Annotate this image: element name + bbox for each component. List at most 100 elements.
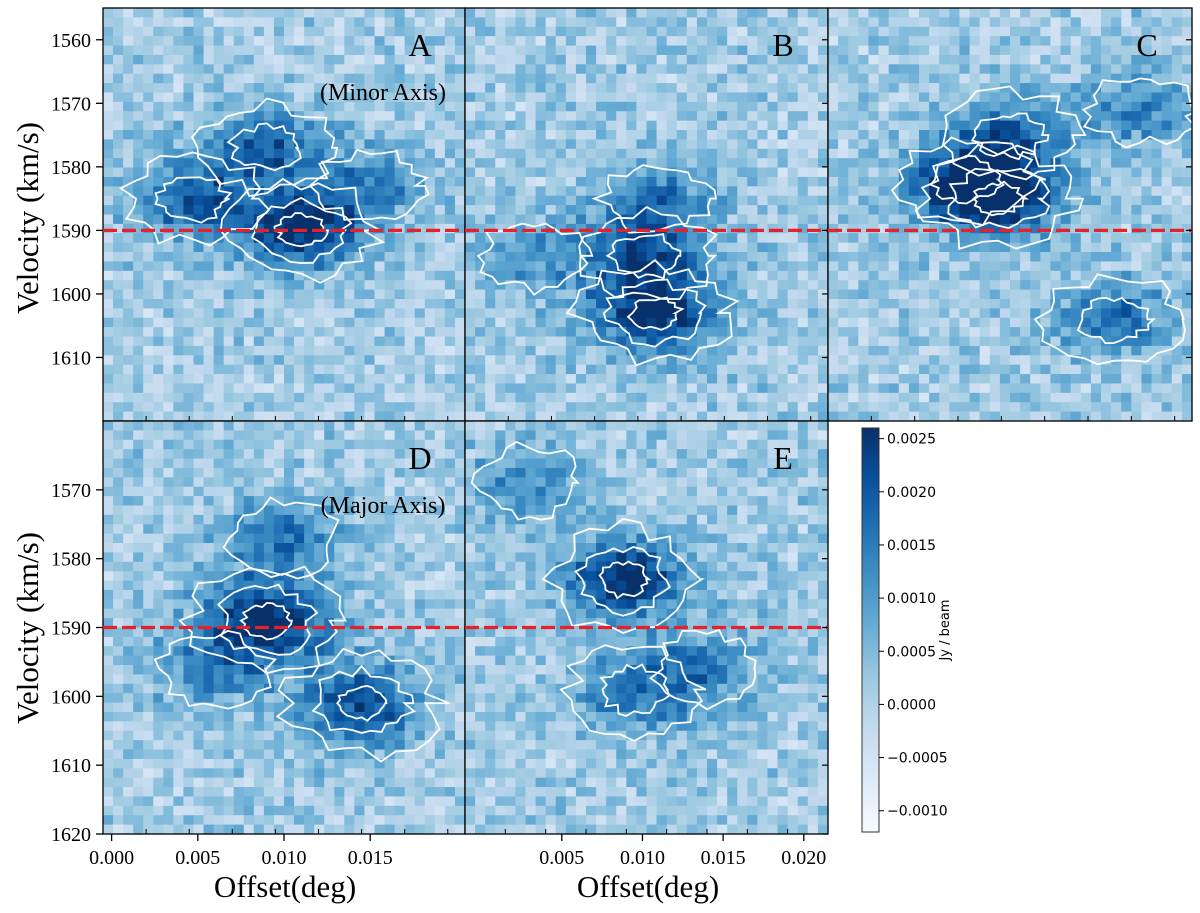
heatmap-cell — [717, 383, 728, 394]
heatmap-cell — [898, 176, 910, 187]
heatmap-cell — [929, 17, 940, 28]
heatmap-cell — [575, 111, 587, 122]
heatmap-cell — [676, 392, 688, 403]
heatmap-cell — [324, 195, 335, 206]
heatmap-cell — [989, 214, 1001, 225]
heatmap-cell — [817, 139, 829, 150]
heatmap-cell — [676, 355, 688, 366]
heatmap-cell — [807, 298, 819, 309]
heatmap-cell — [727, 176, 738, 187]
heatmap-cell — [1151, 261, 1163, 272]
heatmap-cell — [163, 45, 174, 56]
heatmap-cell — [868, 139, 880, 150]
heatmap-cell — [737, 308, 748, 319]
heatmap-cell — [454, 111, 466, 122]
heatmap-cell — [1080, 298, 1092, 309]
heatmap-cell — [929, 36, 940, 47]
heatmap-cell — [545, 355, 557, 366]
heatmap-cell — [817, 336, 829, 347]
heatmap-cell — [565, 120, 577, 131]
heatmap-cell — [515, 111, 527, 122]
heatmap-cell — [505, 252, 517, 263]
heatmap-cell — [143, 308, 154, 319]
heatmap-cell — [757, 270, 769, 281]
heatmap-cell — [545, 233, 557, 244]
heatmap-cell — [314, 54, 325, 65]
heatmap-cell — [324, 392, 335, 403]
heatmap-cell — [555, 308, 567, 319]
heatmap-cell — [717, 205, 728, 216]
heatmap-cell — [1121, 8, 1132, 18]
heatmap-cell — [606, 336, 617, 347]
heatmap-cell — [575, 45, 587, 56]
heatmap-cell — [565, 374, 577, 385]
heatmap-cell — [656, 345, 668, 356]
heatmap-cell — [495, 83, 506, 94]
heatmap-cell — [434, 327, 446, 338]
heatmap-cell — [949, 101, 961, 112]
heatmap-cell — [203, 92, 215, 103]
heatmap-cell — [193, 449, 205, 460]
heatmap-cell — [757, 383, 769, 394]
heatmap-cell — [586, 148, 597, 159]
heatmap-cell — [666, 402, 678, 413]
heatmap-cell — [1060, 308, 1072, 319]
heatmap-cell — [929, 26, 940, 37]
heatmap-cell — [959, 92, 971, 103]
heatmap-cell — [213, 148, 225, 159]
heatmap-cell — [1030, 242, 1041, 253]
heatmap-cell — [203, 336, 215, 347]
heatmap-cell — [434, 392, 446, 403]
heatmap-cell — [1010, 83, 1021, 94]
heatmap-cell — [626, 101, 638, 112]
heatmap-cell — [243, 92, 255, 103]
heatmap-cell — [273, 158, 285, 169]
heatmap-cell — [505, 148, 517, 159]
heatmap-cell — [727, 130, 738, 141]
heatmap-cell — [1161, 101, 1173, 112]
heatmap-cell — [1070, 17, 1082, 28]
heatmap-cell — [354, 92, 366, 103]
heatmap-cell — [696, 148, 708, 159]
heatmap-cell — [545, 242, 557, 253]
heatmap-cell — [374, 26, 386, 37]
heatmap-cell — [606, 64, 617, 75]
heatmap-cell — [444, 214, 456, 225]
heatmap-cell — [686, 242, 698, 253]
heatmap-cell — [314, 308, 325, 319]
heatmap-cell — [888, 261, 900, 272]
heatmap-cell — [999, 308, 1011, 319]
heatmap-cell — [364, 111, 376, 122]
heatmap-cell — [1010, 26, 1021, 37]
heatmap-cell — [143, 327, 154, 338]
heatmap-cell — [817, 280, 829, 291]
heatmap-cell — [324, 336, 335, 347]
heatmap-cell — [133, 458, 144, 469]
heatmap-cell — [817, 176, 829, 187]
heatmap-cell — [717, 101, 728, 112]
heatmap-cell — [959, 36, 971, 47]
heatmap-cell — [817, 120, 829, 131]
heatmap-cell — [707, 64, 718, 75]
heatmap-cell — [193, 374, 205, 385]
heatmap-cell — [1111, 92, 1122, 103]
heatmap-cell — [374, 214, 386, 225]
heatmap-cell — [535, 317, 547, 328]
heatmap-cell — [596, 73, 607, 84]
panel-frame — [827, 7, 1193, 422]
heatmap-cell — [123, 336, 134, 347]
heatmap-cell — [868, 308, 880, 319]
heatmap-cell — [959, 270, 971, 281]
heatmap-cell — [143, 64, 154, 75]
contour-line — [1081, 77, 1200, 149]
heatmap-cell — [817, 158, 829, 169]
heatmap-cell — [969, 374, 981, 385]
heatmap-cell — [253, 392, 265, 403]
heatmap-cell — [666, 54, 678, 65]
heatmap-cell — [596, 92, 607, 103]
heatmap-cell — [787, 8, 799, 18]
heatmap-cell — [273, 83, 285, 94]
heatmap-cell — [213, 45, 225, 56]
heatmap-cell — [797, 242, 809, 253]
heatmap-cell — [384, 430, 396, 441]
